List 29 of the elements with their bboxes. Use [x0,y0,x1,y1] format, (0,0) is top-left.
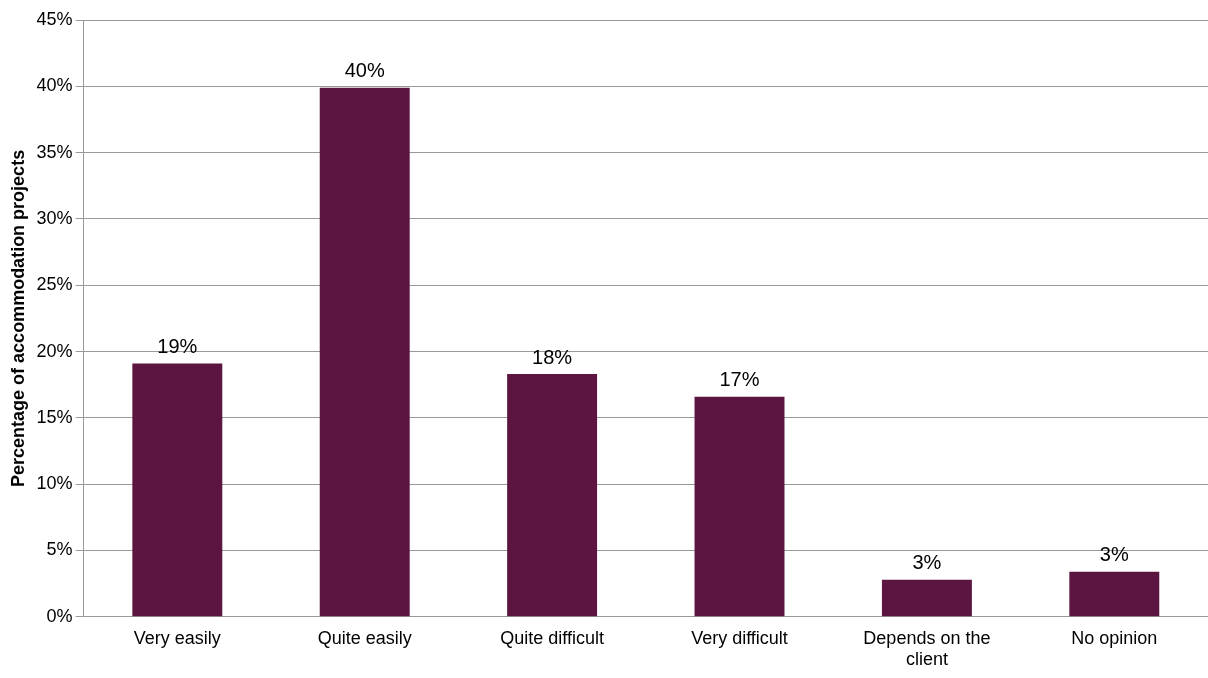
x-tick-label: Quite difficult [500,627,604,648]
y-tick-label: 45% [36,8,73,29]
y-tick-label: 35% [36,141,73,162]
y-tick-label: 10% [36,473,73,494]
data-label: 18% [532,345,573,368]
x-tick-label: Very difficult [691,627,788,648]
y-tick-label: 40% [36,75,73,96]
bar [507,374,598,617]
bar [694,396,785,617]
data-label: 3% [912,551,942,574]
y-tick-label: 15% [36,406,73,427]
x-tick-label: Very easily [133,627,221,648]
x-tick-label: No opinion [1071,627,1158,648]
data-label: 19% [157,335,198,358]
y-tick-label: 5% [46,539,73,560]
y-tick-label: 0% [46,605,73,626]
x-tick-label: Depends on the client [863,627,991,670]
y-tick-label: 20% [36,340,73,361]
data-label: 17% [719,368,760,391]
bar [132,363,223,617]
bar [1069,571,1160,617]
bar [319,87,410,617]
data-label: 3% [1099,543,1129,566]
x-tick-label: Quite easily [317,627,412,648]
y-axis-title: Percentage of accommodation projects [7,149,28,487]
bar [881,579,972,617]
data-label: 40% [344,59,385,82]
y-tick-label: 25% [36,274,73,295]
y-tick-label: 30% [36,207,73,228]
